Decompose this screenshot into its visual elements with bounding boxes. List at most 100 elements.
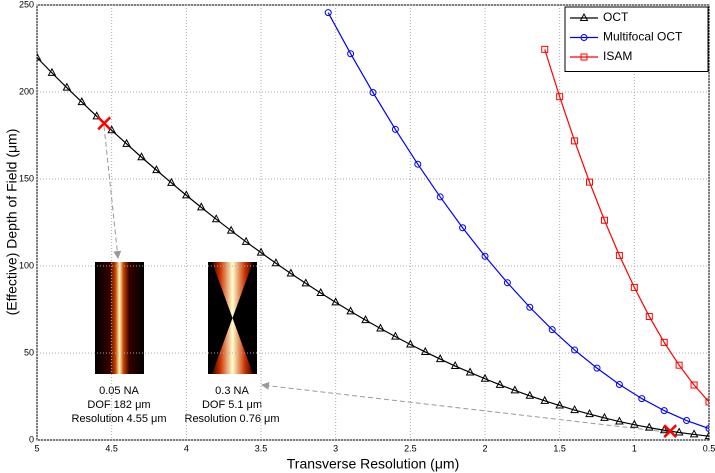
marker xyxy=(481,252,489,260)
legend-label: OCT xyxy=(603,10,629,24)
marker xyxy=(369,89,377,97)
inset-left xyxy=(95,262,144,374)
marker xyxy=(580,34,588,41)
marker xyxy=(579,12,589,21)
annotation: DOF 5.1 μm xyxy=(202,399,262,411)
x-tick-label: 2.5 xyxy=(404,443,417,453)
marker xyxy=(600,412,609,421)
marker xyxy=(689,429,699,438)
marker xyxy=(659,425,669,434)
marker xyxy=(555,400,565,409)
marker xyxy=(92,111,102,120)
marker xyxy=(690,381,698,389)
y-tick-label: 0 xyxy=(29,434,34,444)
x-tick-label: 4 xyxy=(184,443,189,453)
marker xyxy=(495,379,505,388)
annotation: DOF 182 μm xyxy=(87,399,150,411)
x-tick-label: 4.5 xyxy=(105,443,118,453)
marker xyxy=(414,160,422,168)
x-tick-label: 3 xyxy=(333,443,338,453)
marker xyxy=(196,202,206,211)
x-tick-label: 0.5 xyxy=(703,443,715,453)
marker xyxy=(286,268,296,277)
x-tick-label: 1.5 xyxy=(553,443,566,453)
marker xyxy=(615,380,623,388)
marker xyxy=(503,279,511,287)
legend-label: ISAM xyxy=(603,49,632,63)
highlight-cross xyxy=(663,424,678,439)
marker xyxy=(683,417,691,425)
marker xyxy=(570,405,579,414)
marker xyxy=(47,67,57,76)
y-tick-label: 150 xyxy=(19,173,34,183)
marker xyxy=(459,224,467,232)
marker xyxy=(256,247,266,256)
marker xyxy=(167,177,176,186)
marker xyxy=(301,278,311,287)
marker xyxy=(331,297,341,306)
marker xyxy=(391,331,400,340)
marker xyxy=(705,425,709,433)
marker xyxy=(674,427,684,436)
marker xyxy=(571,346,579,354)
marker xyxy=(548,326,556,334)
marker xyxy=(660,338,668,346)
marker xyxy=(480,373,490,382)
marker xyxy=(629,419,639,428)
y-tick-label: 250 xyxy=(19,0,34,9)
y-axis-label: (Effective) Depth of Field (μm) xyxy=(4,129,20,316)
marker xyxy=(137,152,146,161)
marker xyxy=(436,193,444,201)
marker xyxy=(510,385,520,394)
marker xyxy=(645,312,653,320)
marker xyxy=(226,225,236,234)
marker xyxy=(660,407,668,415)
marker xyxy=(122,138,131,147)
marker xyxy=(630,283,638,291)
marker xyxy=(211,214,221,223)
annotation: Resolution 4.55 μm xyxy=(72,413,167,425)
marker xyxy=(361,315,370,324)
y-tick-label: 100 xyxy=(19,260,34,270)
marker xyxy=(450,360,460,370)
marker xyxy=(324,9,332,17)
marker xyxy=(391,125,399,133)
marker xyxy=(376,323,385,332)
series-line xyxy=(327,12,709,430)
marker xyxy=(62,82,72,91)
marker xyxy=(316,287,326,296)
marker xyxy=(638,395,646,403)
x-tick-label: 3.5 xyxy=(255,443,268,453)
marker xyxy=(556,93,564,101)
marker xyxy=(77,97,87,106)
marker xyxy=(593,364,601,372)
marker xyxy=(615,251,623,259)
inset-right xyxy=(208,262,257,374)
marker xyxy=(675,361,683,369)
annotation: Resolution 0.76 μm xyxy=(185,413,280,425)
marker xyxy=(541,45,549,53)
marker xyxy=(181,190,191,199)
marker xyxy=(271,258,281,267)
y-tick-label: 200 xyxy=(19,86,34,96)
y-tick-label: 50 xyxy=(24,347,34,357)
marker xyxy=(600,216,608,224)
marker xyxy=(347,50,355,58)
legend: OCT Multifocal OCT ISAM xyxy=(564,6,709,72)
marker xyxy=(705,398,709,406)
marker xyxy=(37,52,42,61)
marker xyxy=(580,53,588,61)
marker xyxy=(152,165,161,174)
legend-label: Multifocal OCT xyxy=(603,30,683,44)
x-tick-label: 1 xyxy=(632,443,637,453)
x-tick-label: 2 xyxy=(482,443,487,453)
marker xyxy=(420,346,430,355)
marker xyxy=(644,422,654,431)
marker xyxy=(704,431,709,440)
annotation: 0.3 NA xyxy=(215,385,249,397)
highlight-cross xyxy=(97,116,112,131)
marker xyxy=(571,137,579,145)
marker xyxy=(585,409,594,418)
marker xyxy=(586,178,594,186)
arrow xyxy=(261,381,668,433)
